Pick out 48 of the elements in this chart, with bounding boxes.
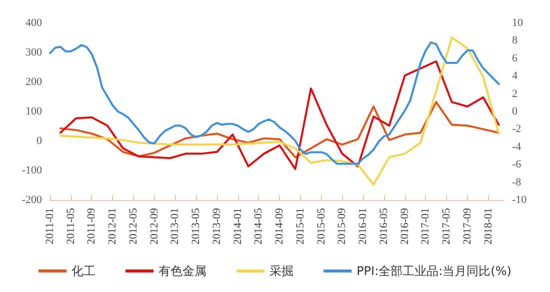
line-series <box>59 60 500 170</box>
x-tick-label: 2015-09 <box>336 208 348 245</box>
y2-tick-label: 0 <box>512 106 518 118</box>
y2-tick-label: -4 <box>512 140 522 153</box>
legend-label: 采掘 <box>270 264 294 278</box>
x-tick-label: 2013-05 <box>190 208 202 245</box>
y2-tick-label: 10 <box>512 17 524 29</box>
x-tick-label: 2011-01 <box>44 208 56 244</box>
x-tick-label: 2016-01 <box>357 208 370 245</box>
y2-tick-label: -8 <box>512 176 522 188</box>
y2-tick-label: 6 <box>512 52 518 64</box>
x-tick-label: 2012-09 <box>148 208 160 245</box>
x-tick-label: 2018-01 <box>482 208 494 245</box>
x-tick-label: 2015-05 <box>315 208 328 245</box>
y-tick-label: 200 <box>26 76 42 88</box>
x-tick-label: 2015-01 <box>294 208 306 245</box>
x-tick-label: 2012-05 <box>127 208 140 245</box>
x-tick-label: 2014-09 <box>274 208 286 245</box>
line-series <box>49 41 500 165</box>
y-tick-label: 0 <box>36 135 42 147</box>
x-tick-label: 2017-09 <box>461 208 474 245</box>
x-tick-label: 2011-05 <box>64 208 77 244</box>
legend-label: 化工 <box>72 264 96 278</box>
legend-label: PPI:全部工业品:当月同比(%) <box>356 264 512 278</box>
x-tick-label: 2017-01 <box>420 208 432 245</box>
y-tick-label: 100 <box>26 106 42 118</box>
y2-tick-label: 4 <box>512 70 518 82</box>
y2-tick-label: 2 <box>512 88 518 100</box>
legend-label: 有色金属 <box>158 264 207 278</box>
y2-tick-label: -2 <box>512 123 522 136</box>
y2-tick-label: -6 <box>512 158 522 171</box>
y2-tick-label: 8 <box>512 34 518 47</box>
line-series <box>59 101 500 158</box>
x-tick-label: 2016-05 <box>378 208 390 245</box>
x-tick-label: 2011-09 <box>86 208 98 244</box>
x-tick-label: 2017-05 <box>440 208 453 245</box>
y-tick-label: 300 <box>26 46 42 58</box>
x-tick-label: 2012-01 <box>106 208 119 245</box>
x-tick-label: 2013-01 <box>169 208 182 245</box>
y-tick-label: 400 <box>26 17 42 29</box>
x-tick-label: 2016-09 <box>398 208 411 245</box>
y2-tick-label: -10 <box>512 194 528 206</box>
x-tick-label: 2013-09 <box>210 208 223 245</box>
x-tick-label: 2014-01 <box>232 208 244 245</box>
y-tick-label: -200 <box>22 194 42 206</box>
y-tick-label: -100 <box>22 164 42 176</box>
x-tick-label: 2014-05 <box>252 208 265 245</box>
line-series <box>59 36 500 186</box>
